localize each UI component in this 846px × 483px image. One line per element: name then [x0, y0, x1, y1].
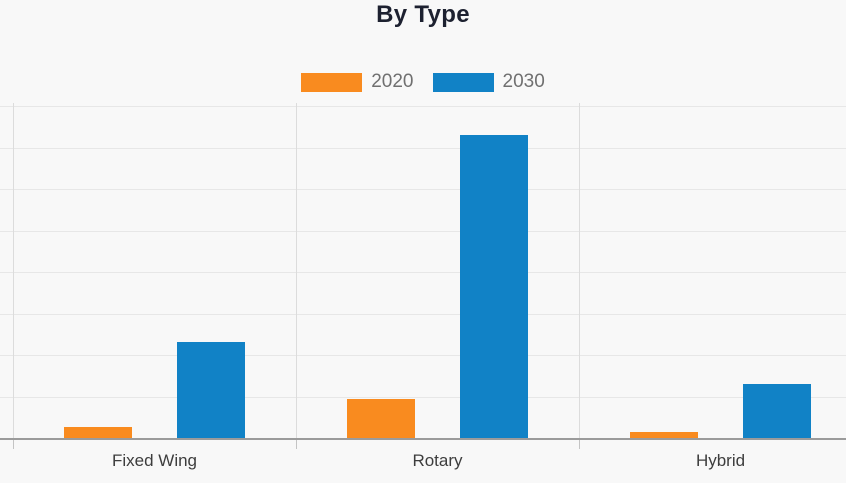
chart-title: By Type — [376, 1, 470, 28]
legend-swatch-2020-icon — [301, 72, 363, 92]
bar-2020-hybrid[interactable] — [630, 431, 698, 438]
gridline — [0, 147, 846, 149]
axis-tick — [579, 438, 580, 449]
legend-label-2020: 2020 — [371, 71, 414, 92]
gridline — [0, 396, 846, 398]
gridline — [0, 230, 846, 232]
gridline — [0, 355, 846, 356]
bar-2030-fixed-wing[interactable] — [177, 342, 245, 438]
legend-item-2020[interactable]: 2020 — [301, 71, 414, 93]
x-axis-line — [0, 438, 846, 440]
gridline — [0, 189, 846, 190]
bar-2020-fixed-wing[interactable] — [64, 426, 132, 438]
bar-2030-hybrid[interactable] — [743, 384, 811, 439]
category-separator — [579, 103, 580, 438]
chart-legend: 2020 2030 — [0, 71, 846, 93]
axis-tick — [296, 438, 297, 449]
category-separator — [296, 103, 297, 438]
legend-swatch-2030-icon — [432, 72, 494, 92]
legend-label-2030: 2030 — [502, 71, 545, 92]
bar-2020-rotary[interactable] — [347, 399, 415, 438]
gridline — [0, 106, 846, 107]
x-axis-label-hybrid: Hybrid — [695, 451, 746, 470]
legend-item-2030[interactable]: 2030 — [432, 71, 545, 93]
axis-tick — [13, 438, 14, 449]
x-axis-label-fixed-wing: Fixed Wing — [111, 451, 198, 470]
category-separator — [13, 103, 14, 438]
bar-2030-rotary[interactable] — [460, 135, 528, 438]
gridline — [0, 272, 846, 273]
gridline — [0, 313, 846, 315]
x-axis-label-rotary: Rotary — [412, 451, 463, 470]
